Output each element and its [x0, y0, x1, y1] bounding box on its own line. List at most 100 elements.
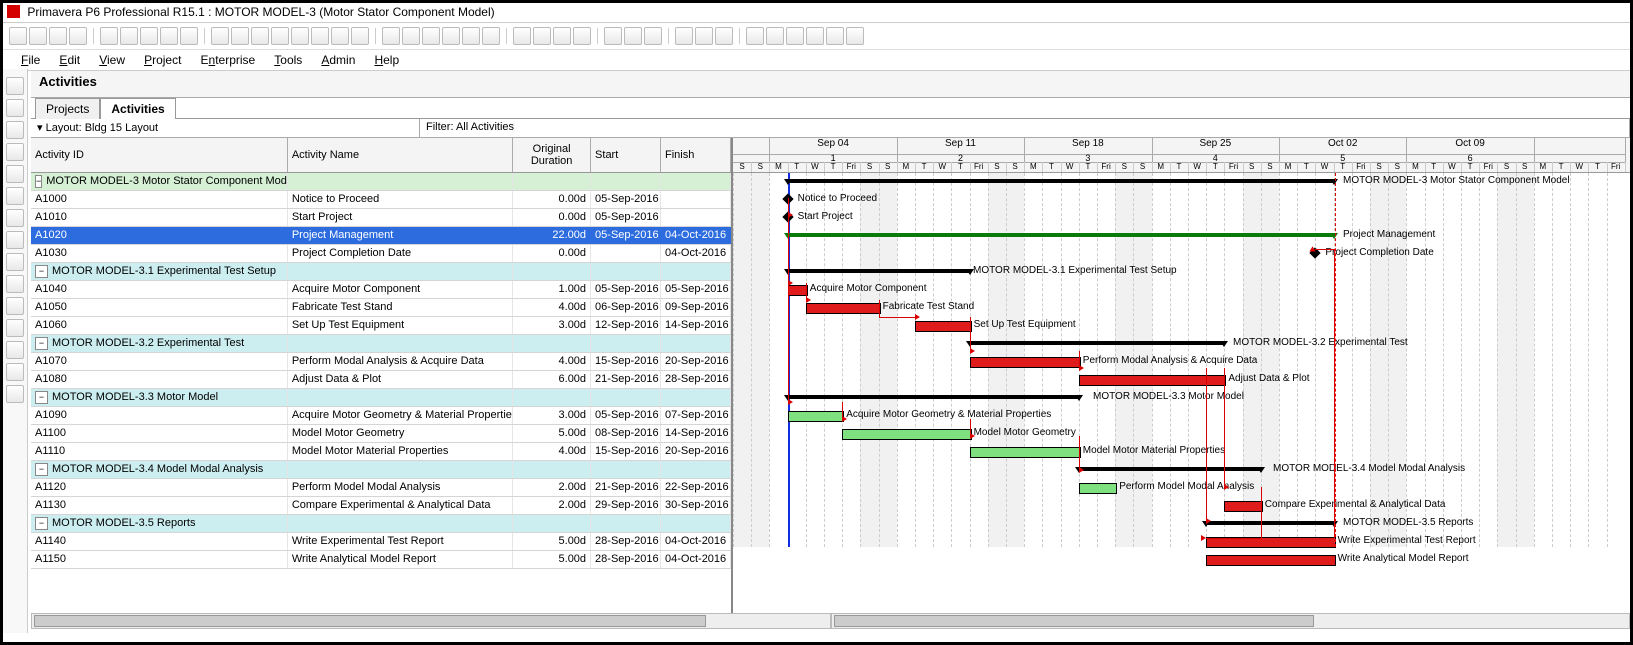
menu-view[interactable]: View: [91, 50, 133, 70]
side-icon[interactable]: [6, 121, 24, 139]
toolbar-icon[interactable]: [422, 27, 440, 45]
toolbar-icon[interactable]: [846, 27, 864, 45]
side-icon[interactable]: [6, 253, 24, 271]
toolbar-icon[interactable]: [766, 27, 784, 45]
menu-tools[interactable]: Tools: [266, 50, 310, 70]
gantt-bar[interactable]: [788, 285, 808, 296]
side-icon[interactable]: [6, 341, 24, 359]
filter-name[interactable]: Filter: All Activities: [420, 119, 1630, 137]
summary-bar[interactable]: [1079, 467, 1261, 471]
activity-row[interactable]: A1000Notice to Proceed0.00d05-Sep-2016: [31, 191, 731, 209]
toolbar-icon[interactable]: [9, 27, 27, 45]
activity-row[interactable]: A1040Acquire Motor Component1.00d05-Sep-…: [31, 281, 731, 299]
toolbar-icon[interactable]: [513, 27, 531, 45]
menu-project[interactable]: Project: [136, 50, 189, 70]
menu-edit[interactable]: Edit: [51, 50, 88, 70]
toolbar-icon[interactable]: [482, 27, 500, 45]
col-original-duration[interactable]: Original Duration: [513, 138, 591, 172]
toolbar-icon[interactable]: [462, 27, 480, 45]
activity-row[interactable]: A1120Perform Model Modal Analysis2.00d21…: [31, 479, 731, 497]
menu-help[interactable]: Help: [366, 50, 407, 70]
activity-row[interactable]: A1050Fabricate Test Stand4.00d06-Sep-201…: [31, 299, 731, 317]
activity-row[interactable]: A1130Compare Experimental & Analytical D…: [31, 497, 731, 515]
side-icon[interactable]: [6, 187, 24, 205]
toolbar-icon[interactable]: [100, 27, 118, 45]
gantt-body[interactable]: MOTOR MODEL-3 Motor Stator Component Mod…: [733, 173, 1630, 547]
wbs-row[interactable]: −MOTOR MODEL-3.4 Model Modal Analysis: [31, 461, 731, 479]
gantt-scrollbar[interactable]: [831, 613, 1631, 629]
activity-row[interactable]: A1010Start Project0.00d05-Sep-2016: [31, 209, 731, 227]
side-icon[interactable]: [6, 231, 24, 249]
tab-activities[interactable]: Activities: [100, 98, 175, 119]
toolbar-icon[interactable]: [675, 27, 693, 45]
table-scrollbar[interactable]: [31, 613, 831, 629]
collapse-icon[interactable]: −: [35, 391, 48, 404]
activity-row[interactable]: A1030Project Completion Date0.00d04-Oct-…: [31, 245, 731, 263]
toolbar-icon[interactable]: [291, 27, 309, 45]
summary-bar[interactable]: [788, 269, 970, 273]
summary-bar[interactable]: [788, 179, 1334, 183]
toolbar-icon[interactable]: [120, 27, 138, 45]
wbs-row[interactable]: −MOTOR MODEL-3.5 Reports: [31, 515, 731, 533]
toolbar-icon[interactable]: [382, 27, 400, 45]
gantt-bar[interactable]: [970, 447, 1081, 458]
side-icon[interactable]: [6, 77, 24, 95]
gantt-bar[interactable]: [806, 303, 881, 314]
collapse-icon[interactable]: −: [35, 265, 48, 278]
toolbar-icon[interactable]: [402, 27, 420, 45]
menu-enterprise[interactable]: Enterprise: [192, 50, 263, 70]
toolbar-icon[interactable]: [442, 27, 460, 45]
wbs-row[interactable]: −MOTOR MODEL-3 Motor Stator Component Mo…: [31, 173, 731, 191]
toolbar-icon[interactable]: [624, 27, 642, 45]
toolbar-icon[interactable]: [271, 27, 289, 45]
toolbar-icon[interactable]: [251, 27, 269, 45]
toolbar-icon[interactable]: [180, 27, 198, 45]
side-icon[interactable]: [6, 99, 24, 117]
toolbar-icon[interactable]: [140, 27, 158, 45]
tab-projects[interactable]: Projects: [35, 98, 100, 119]
gantt-bar[interactable]: [915, 321, 972, 332]
activity-row[interactable]: A1090Acquire Motor Geometry & Material P…: [31, 407, 731, 425]
menu-admin[interactable]: Admin: [313, 50, 363, 70]
activity-row[interactable]: A1080Adjust Data & Plot6.00d21-Sep-20162…: [31, 371, 731, 389]
toolbar-icon[interactable]: [331, 27, 349, 45]
toolbar-icon[interactable]: [604, 27, 622, 45]
collapse-icon[interactable]: −: [35, 517, 48, 530]
layout-name[interactable]: ▾ Layout: Bldg 15 Layout: [31, 119, 420, 137]
col-start[interactable]: Start: [591, 138, 661, 172]
col-finish[interactable]: Finish: [661, 138, 731, 172]
summary-bar[interactable]: [1206, 521, 1333, 525]
toolbar-icon[interactable]: [69, 27, 87, 45]
toolbar-icon[interactable]: [806, 27, 824, 45]
activity-row[interactable]: A1060Set Up Test Equipment3.00d12-Sep-20…: [31, 317, 731, 335]
summary-bar[interactable]: [788, 395, 1079, 399]
gantt-bar[interactable]: [1079, 483, 1117, 494]
gantt-bar[interactable]: [1224, 501, 1262, 512]
side-icon[interactable]: [6, 275, 24, 293]
wbs-row[interactable]: −MOTOR MODEL-3.2 Experimental Test: [31, 335, 731, 353]
activity-row[interactable]: A1100Model Motor Geometry5.00d08-Sep-201…: [31, 425, 731, 443]
toolbar-icon[interactable]: [160, 27, 178, 45]
collapse-icon[interactable]: −: [35, 463, 48, 476]
gantt-bar[interactable]: [1079, 375, 1227, 386]
side-icon[interactable]: [6, 165, 24, 183]
toolbar-icon[interactable]: [644, 27, 662, 45]
side-icon[interactable]: [6, 385, 24, 403]
side-icon[interactable]: [6, 363, 24, 381]
toolbar-icon[interactable]: [231, 27, 249, 45]
toolbar-icon[interactable]: [715, 27, 733, 45]
side-icon[interactable]: [6, 143, 24, 161]
gantt-bar[interactable]: [842, 429, 971, 440]
collapse-icon[interactable]: −: [35, 175, 42, 188]
summary-bar[interactable]: [788, 233, 1334, 237]
menu-file[interactable]: File: [13, 50, 48, 70]
activity-row[interactable]: A1110Model Motor Material Properties4.00…: [31, 443, 731, 461]
side-icon[interactable]: [6, 319, 24, 337]
gantt-bar[interactable]: [1206, 555, 1335, 566]
gantt-chart[interactable]: Sep 041Sep 112Sep 183Sep 254Oct 025Oct 0…: [733, 138, 1630, 613]
toolbar-icon[interactable]: [351, 27, 369, 45]
col-activity-name[interactable]: Activity Name: [288, 138, 513, 172]
toolbar-icon[interactable]: [695, 27, 713, 45]
toolbar-icon[interactable]: [553, 27, 571, 45]
toolbar-icon[interactable]: [746, 27, 764, 45]
